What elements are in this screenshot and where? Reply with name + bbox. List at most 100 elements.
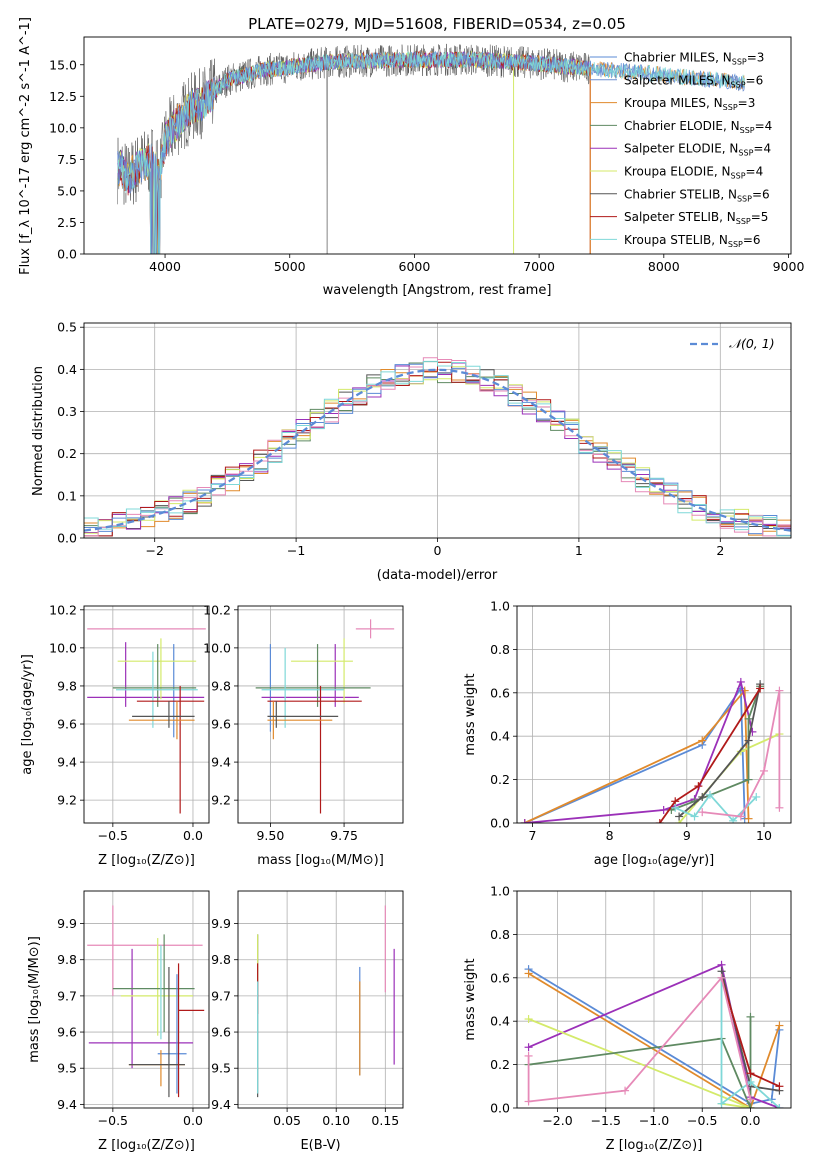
y-tick-label: 9.6	[57, 1025, 77, 1040]
x-axis-label: wavelength [Angstrom, rest frame]	[323, 283, 552, 298]
weight-line	[528, 972, 781, 1108]
legend-label: Kroupa STELIB, NSSP=6	[624, 233, 761, 249]
y-tick-label: 0.0	[57, 247, 77, 262]
x-tick-label: 9000	[773, 259, 805, 274]
x-axis-label: (data-model)/error	[377, 568, 498, 583]
legend-label: Kroupa ELODIE, NSSP=4	[624, 165, 763, 181]
axis-labels-layer: 4000 5000 6000 7000 8000 90000.02.55.07.510.0…	[18, 17, 804, 1153]
y-tick-label: 9.8	[57, 678, 77, 693]
axes-z-age	[80, 606, 209, 827]
x-tick-label: −1	[287, 543, 305, 558]
legend-sub: SSP	[731, 172, 746, 181]
legend-sub: SSP	[736, 217, 751, 226]
axes-residuals	[80, 323, 791, 542]
normal-curve	[84, 368, 791, 532]
weight-line	[528, 1016, 752, 1108]
x-tick-label: 7000	[523, 259, 555, 274]
legend-label: Salpeter ELODIE, NSSP=4	[624, 142, 771, 158]
y-tick-label: 9.2	[57, 793, 77, 808]
y-tick-label: 10.0	[49, 120, 77, 135]
y-tick-label: 0.2	[490, 772, 510, 787]
y-tick-label: 0.2	[490, 1057, 510, 1072]
y-axis-label: mass weight	[463, 673, 478, 755]
x-tick-label: −0.5	[98, 828, 128, 843]
legend-count: =4	[746, 165, 764, 179]
x-tick-label: 6000	[399, 259, 431, 274]
y-axis-label: Flux [f_λ 10^-17 erg cm^-2 s^-1 A^-1]	[18, 17, 33, 275]
legend-count: =4	[753, 142, 771, 156]
legend-count: =6	[743, 233, 761, 247]
x-tick-label: 8	[606, 828, 614, 843]
y-tick-label: 0.0	[490, 1101, 510, 1116]
x-tick-label: −2	[145, 543, 163, 558]
legend-sub: SSP	[737, 194, 752, 203]
y-tick-label: 9.8	[211, 678, 231, 693]
axes-frame	[237, 605, 404, 824]
legend-count: =4	[755, 119, 773, 133]
axes-frame	[516, 605, 792, 824]
legend-label: Salpeter STELIB, NSSP=5	[624, 210, 768, 226]
y-tick-label: 9.8	[211, 952, 231, 967]
axes-z-mass	[80, 891, 209, 1112]
y-tick-label: 0.0	[57, 531, 77, 546]
y-tick-label: 0.8	[490, 642, 510, 657]
legend-sub: SSP	[723, 103, 738, 112]
legend-sub: SSP	[731, 80, 746, 89]
y-tick-label: 9.4	[211, 1097, 231, 1112]
x-axis-label: Z [log₁₀(Z/Z⊙)]	[98, 853, 195, 868]
axes-ebv-mass	[234, 891, 403, 1112]
axes-frame	[83, 322, 792, 539]
x-tick-label: −1.0	[639, 1113, 669, 1128]
x-tick-label: 0.0	[741, 1113, 761, 1128]
y-axis-label: age [log₁₀(age/yr)]	[20, 654, 35, 775]
y-tick-label: 0.4	[490, 1014, 510, 1029]
y-axis-label: mass [log₁₀(M/M⊙)]	[27, 936, 42, 1063]
y-tick-label: 9.2	[211, 793, 231, 808]
y-tick-label: 9.8	[57, 952, 77, 967]
y-tick-label: 9.4	[57, 755, 77, 770]
y-tick-label: 9.5	[211, 1061, 231, 1076]
x-tick-label: 9	[683, 828, 691, 843]
spectrum-line-salpeter-miles	[117, 51, 745, 254]
x-tick-label: 9.50	[256, 828, 284, 843]
y-tick-label: 9.9	[211, 916, 231, 931]
y-tick-label: 1.0	[490, 884, 510, 899]
x-tick-label: 10	[756, 828, 772, 843]
spectrum-line-chabrier-stelib	[117, 43, 591, 254]
spectrum-lines	[117, 43, 745, 254]
y-tick-label: 0.3	[57, 404, 77, 419]
y-tick-label: 12.5	[49, 89, 77, 104]
weight-line	[524, 688, 750, 823]
weight-lines-z-weight	[524, 960, 784, 1108]
x-axis-label: Z [log₁₀(Z/Z⊙)]	[606, 1138, 703, 1153]
legend-label: 𝒩(0, 1)	[729, 336, 775, 351]
axes-frame	[83, 890, 210, 1109]
x-tick-label: −0.5	[98, 1113, 128, 1128]
y-tick-label: 2.5	[57, 215, 77, 230]
y-tick-label: 0.5	[57, 320, 77, 335]
y-tick-label: 10.0	[203, 640, 231, 655]
y-tick-label: 0.4	[57, 362, 77, 377]
x-tick-label: 7	[528, 828, 536, 843]
x-tick-label: 0.0	[183, 828, 203, 843]
axes-frame	[237, 890, 404, 1109]
histogram-kroupa-stelib	[84, 360, 791, 537]
axes-age-weight	[513, 605, 791, 827]
x-axis-label: age [log₁₀(age/yr)]	[594, 853, 715, 868]
x-axis-label: Z [log₁₀(Z/Z⊙)]	[98, 1138, 195, 1153]
x-tick-label: 8000	[648, 259, 680, 274]
axes-spectrum	[80, 43, 789, 258]
y-tick-label: 9.6	[57, 717, 77, 732]
x-tick-label: 0.15	[371, 1113, 399, 1128]
y-tick-label: 10.2	[49, 602, 77, 617]
errorbars-mass-age	[255, 619, 395, 814]
legend-count: =3	[738, 96, 756, 110]
y-tick-label: 9.6	[211, 717, 231, 732]
x-tick-label: 5000	[274, 259, 306, 274]
y-tick-label: 5.0	[57, 183, 77, 198]
x-tick-label: 0.10	[322, 1113, 350, 1128]
spectrum-legend: Chabrier MILES, NSSP=3 Salpeter MILES, NS…	[590, 51, 772, 249]
x-tick-label: 4000	[149, 259, 181, 274]
y-tick-label: 0.0	[490, 816, 510, 831]
